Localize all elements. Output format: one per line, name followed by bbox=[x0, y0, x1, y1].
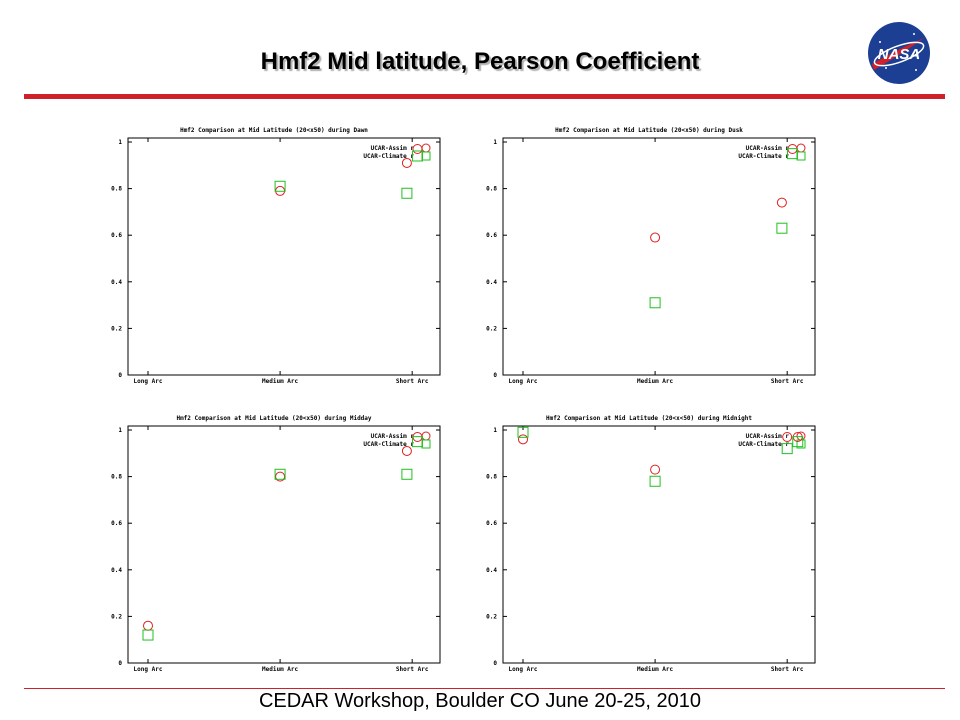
legend-marker bbox=[421, 431, 431, 441]
data-point-climate bbox=[649, 475, 661, 487]
data-point-assim bbox=[650, 464, 661, 475]
x-tick-label: Short Arc bbox=[771, 378, 804, 385]
chart-title: Hmf2 Comparison at Mid Latitude (20<x50)… bbox=[176, 415, 371, 422]
y-tick-label: 0.2 bbox=[486, 325, 497, 332]
legend-label: UCAR-Climate r bbox=[738, 153, 789, 160]
data-point-assim bbox=[782, 431, 793, 442]
legend-marker bbox=[421, 439, 431, 449]
chart-svg: Hmf2 Comparison at Mid Latitude (20<x<50… bbox=[486, 415, 816, 673]
y-tick-label: 0.4 bbox=[111, 567, 122, 574]
y-tick-label: 0.8 bbox=[486, 186, 497, 193]
chart-svg: Hmf2 Comparison at Mid Latitude (20<x50)… bbox=[111, 415, 441, 673]
legend-marker bbox=[796, 151, 806, 161]
data-point-climate bbox=[411, 150, 423, 162]
x-tick-label: Medium Arc bbox=[262, 666, 299, 673]
data-point-climate bbox=[142, 629, 154, 641]
plot-frame bbox=[127, 425, 441, 664]
chart-midnight: Hmf2 Comparison at Mid Latitude (20<x<50… bbox=[475, 408, 820, 673]
legend-label: UCAR-Assim r bbox=[371, 433, 415, 440]
y-tick-label: 0.8 bbox=[111, 186, 122, 193]
chart-svg: Hmf2 Comparison at Mid Latitude (20<x50)… bbox=[486, 127, 816, 385]
data-point-climate bbox=[781, 443, 793, 455]
y-tick-label: 0.2 bbox=[111, 325, 122, 332]
chart-title: Hmf2 Comparison at Mid Latitude (20<x<50… bbox=[546, 415, 752, 422]
data-point-climate bbox=[792, 436, 804, 448]
y-tick-label: 0.6 bbox=[111, 520, 122, 527]
data-point-climate bbox=[776, 222, 788, 234]
legend-marker bbox=[421, 143, 431, 153]
y-tick-label: 0.4 bbox=[111, 279, 122, 286]
chart-title: Hmf2 Comparison at Mid Latitude (20<x50)… bbox=[180, 127, 368, 134]
nasa-logo: NASA bbox=[866, 20, 932, 86]
chart-svg: Hmf2 Comparison at Mid Latitude (20<x50)… bbox=[111, 127, 441, 385]
y-tick-label: 0.4 bbox=[486, 567, 497, 574]
data-point-assim bbox=[650, 232, 661, 243]
y-tick-label: 0 bbox=[118, 660, 122, 667]
data-point-climate bbox=[649, 297, 661, 309]
legend-label: UCAR-Climate r bbox=[738, 441, 789, 448]
data-point-assim bbox=[518, 434, 528, 445]
y-tick-label: 0.6 bbox=[486, 520, 497, 527]
data-point-climate bbox=[274, 468, 286, 480]
x-tick-label: Medium Arc bbox=[637, 378, 674, 385]
x-tick-label: Medium Arc bbox=[262, 378, 299, 385]
data-point-assim bbox=[401, 157, 412, 168]
y-tick-label: 1 bbox=[493, 139, 497, 146]
x-tick-label: Long Arc bbox=[509, 378, 538, 385]
y-tick-label: 1 bbox=[493, 427, 497, 434]
data-point-assim bbox=[143, 620, 153, 631]
data-point-assim bbox=[401, 445, 412, 456]
data-point-assim bbox=[412, 143, 423, 154]
legend-label: UCAR-Climate r bbox=[363, 153, 414, 160]
plot-frame bbox=[127, 137, 441, 376]
plot-frame bbox=[502, 425, 816, 664]
y-tick-label: 0 bbox=[493, 372, 497, 379]
y-tick-label: 0.2 bbox=[111, 613, 122, 620]
y-tick-label: 1 bbox=[118, 427, 122, 434]
x-tick-label: Long Arc bbox=[134, 666, 163, 673]
data-point-assim bbox=[776, 197, 787, 208]
x-tick-label: Short Arc bbox=[396, 378, 429, 385]
footer-text: CEDAR Workshop, Boulder CO June 20-25, 2… bbox=[258, 690, 702, 712]
data-point-climate bbox=[517, 426, 529, 438]
data-point-climate bbox=[411, 436, 423, 448]
legend-marker bbox=[421, 151, 431, 161]
y-tick-label: 0.6 bbox=[486, 232, 497, 239]
svg-text:NASA: NASA bbox=[878, 46, 921, 63]
y-tick-label: 0.4 bbox=[486, 279, 497, 286]
legend-label: UCAR-Assim r bbox=[746, 145, 790, 152]
y-tick-label: 0.8 bbox=[111, 474, 122, 481]
chart-title: Hmf2 Comparison at Mid Latitude (20<x50)… bbox=[555, 127, 743, 134]
y-tick-label: 0 bbox=[493, 660, 497, 667]
chart-dusk: Hmf2 Comparison at Mid Latitude (20<x50)… bbox=[475, 120, 820, 385]
slide-title: Hmf2 Mid latitude, Pearson Coefficient bbox=[260, 48, 700, 75]
data-point-climate bbox=[401, 187, 413, 199]
data-point-climate bbox=[274, 180, 286, 192]
header-rule bbox=[24, 94, 945, 99]
plot-frame bbox=[502, 137, 816, 376]
y-tick-label: 0 bbox=[118, 372, 122, 379]
chart-dawn: Hmf2 Comparison at Mid Latitude (20<x50)… bbox=[100, 120, 445, 385]
chart-midday: Hmf2 Comparison at Mid Latitude (20<x50)… bbox=[100, 408, 445, 673]
footer-rule bbox=[24, 688, 945, 689]
x-tick-label: Short Arc bbox=[771, 666, 804, 673]
legend-marker bbox=[796, 143, 806, 153]
data-point-climate bbox=[786, 148, 798, 160]
legend-label: UCAR-Assim r bbox=[746, 433, 790, 440]
data-point-climate bbox=[401, 468, 413, 480]
legend-label: UCAR-Climate r bbox=[363, 441, 414, 448]
y-tick-label: 0.6 bbox=[111, 232, 122, 239]
y-tick-label: 0.2 bbox=[486, 613, 497, 620]
legend-label: UCAR-Assim r bbox=[371, 145, 415, 152]
y-tick-label: 0.8 bbox=[486, 474, 497, 481]
x-tick-label: Medium Arc bbox=[637, 666, 674, 673]
x-tick-label: Long Arc bbox=[509, 666, 538, 673]
x-tick-label: Short Arc bbox=[396, 666, 429, 673]
x-tick-label: Long Arc bbox=[134, 378, 163, 385]
y-tick-label: 1 bbox=[118, 139, 122, 146]
